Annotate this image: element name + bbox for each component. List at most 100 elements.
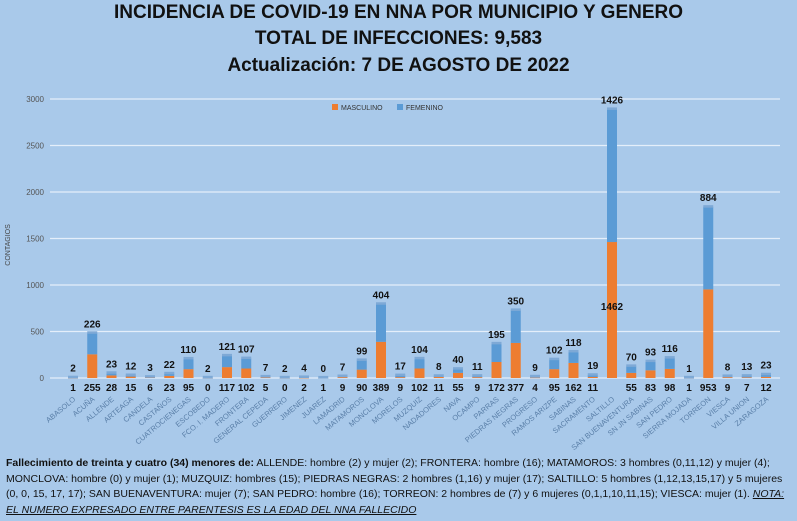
bar-masculino (645, 370, 656, 378)
bar-cap (453, 367, 463, 370)
data-label-femenino: 226 (84, 319, 101, 330)
bar-cap (607, 107, 617, 110)
note-text: ALLENDE: hombre (2) y mujer (2); FRONTER… (6, 457, 783, 500)
bar-masculino (607, 242, 617, 378)
bar-masculino (722, 377, 733, 378)
bar-femenino (395, 375, 406, 378)
bar-cap (299, 375, 309, 378)
bar-cap (106, 371, 117, 374)
data-label-masculino: 15 (125, 383, 137, 394)
data-label-femenino: 7 (340, 363, 346, 374)
data-label-masculino: 1 (686, 383, 692, 394)
data-label-masculino: 9 (340, 383, 346, 394)
y-tick-label: 0 (40, 374, 45, 383)
data-label-femenino: 9 (532, 363, 538, 374)
bar-femenino (549, 359, 560, 370)
data-label-femenino: 4 (301, 363, 307, 374)
data-label-masculino: 389 (373, 383, 390, 394)
data-label-masculino: 90 (356, 383, 368, 394)
bar-femenino (626, 366, 637, 373)
data-label-femenino: 19 (587, 361, 599, 372)
data-label-masculino: 12 (760, 383, 772, 394)
data-label-femenino: 2 (282, 364, 288, 375)
bar-masculino (299, 377, 309, 379)
bar-femenino (125, 375, 136, 377)
data-label-femenino: 116 (662, 344, 679, 355)
fatalities-note: Fallecimiento de treinta y cuatro (34) m… (6, 456, 791, 518)
data-label-masculino: 162 (565, 383, 582, 394)
data-label-masculino: 102 (238, 383, 255, 394)
data-label-masculino: 11 (433, 383, 444, 394)
bar-masculino (510, 342, 521, 378)
bar-femenino (472, 376, 483, 378)
bar-cap (472, 374, 483, 377)
bar-cap (356, 358, 367, 361)
data-label-femenino: 23 (106, 359, 118, 370)
data-label-femenino: 11 (472, 362, 483, 373)
bar-femenino (222, 355, 232, 368)
data-label-masculino: 255 (84, 383, 101, 394)
bar-cap (761, 372, 771, 376)
bar-masculino (472, 377, 483, 378)
data-label-masculino: 953 (700, 383, 717, 394)
bar-cap (684, 375, 694, 379)
bar-cap (645, 359, 656, 363)
data-label-masculino: 377 (507, 383, 524, 394)
bar-masculino (549, 369, 560, 378)
legend-label-masculino: MASCULINO (341, 105, 383, 112)
data-label-femenino: 93 (645, 348, 657, 359)
data-label-femenino: 1 (686, 364, 692, 375)
data-label-masculino: 95 (183, 383, 195, 394)
note-heading: Fallecimiento de treinta y cuatro (34) m… (6, 457, 254, 469)
bar-masculino (164, 375, 175, 378)
bar-masculino (260, 377, 271, 379)
legend-swatch-femenino (397, 104, 403, 110)
bar-masculino (703, 289, 714, 378)
bar-cap (703, 205, 714, 208)
bar-masculino (626, 372, 637, 378)
data-label-femenino: 99 (356, 346, 368, 357)
bar-masculino (125, 376, 136, 378)
y-tick-label: 2000 (26, 188, 44, 197)
bar-cap (164, 371, 175, 375)
bar-femenino (356, 360, 367, 370)
bar-masculino (433, 376, 444, 378)
data-label-femenino: 3 (147, 363, 153, 374)
data-label-masculino: 0 (205, 383, 211, 394)
bar-femenino (664, 358, 675, 369)
data-label-masculino: 55 (626, 383, 638, 394)
note-disclaimer: NOTA: EL NUMERO EXPRESADO ENTRE PARENTES… (6, 488, 785, 516)
bar-cap (626, 364, 637, 367)
bar-cap (202, 375, 213, 379)
bar-cap (664, 356, 675, 359)
bar-femenino (703, 207, 714, 290)
bar-cap (87, 331, 98, 334)
bar-masculino (241, 368, 252, 378)
bar-cap (587, 373, 598, 376)
y-tick-label: 1500 (26, 235, 44, 244)
bar-femenino (414, 358, 425, 369)
bar-masculino (761, 376, 771, 378)
bar-cap (376, 302, 386, 305)
y-tick-label: 2500 (26, 142, 44, 151)
legend-label-femenino: FEMENINO (406, 105, 444, 112)
bar-cap (530, 374, 540, 378)
bar-masculino (414, 368, 425, 378)
bar-femenino (491, 343, 502, 363)
bar-masculino (337, 377, 348, 378)
data-label-masculino: 98 (664, 383, 676, 394)
bar-cap (414, 356, 425, 360)
chart-subtitle-update: Actualización: 7 DE AGOSTO DE 2022 (227, 55, 570, 76)
data-label-femenino: 0 (320, 364, 326, 375)
data-label-femenino: 12 (125, 361, 137, 372)
bar-cap (318, 375, 329, 379)
data-label-femenino: 104 (411, 345, 428, 356)
data-label-masculino: 0 (282, 383, 288, 394)
data-label-femenino: 23 (760, 361, 772, 372)
stacked-bar-chart: 050010001500200025003000CONTAGIOSMASCULI… (5, 95, 780, 452)
data-label-femenino: 8 (436, 362, 442, 373)
data-label-masculino: 172 (488, 383, 505, 394)
bar-femenino (106, 373, 117, 376)
data-label-masculino: 2 (301, 383, 307, 394)
chart-title: INCIDENCIA DE COVID-19 EN NNA POR MUNICI… (113, 2, 684, 23)
